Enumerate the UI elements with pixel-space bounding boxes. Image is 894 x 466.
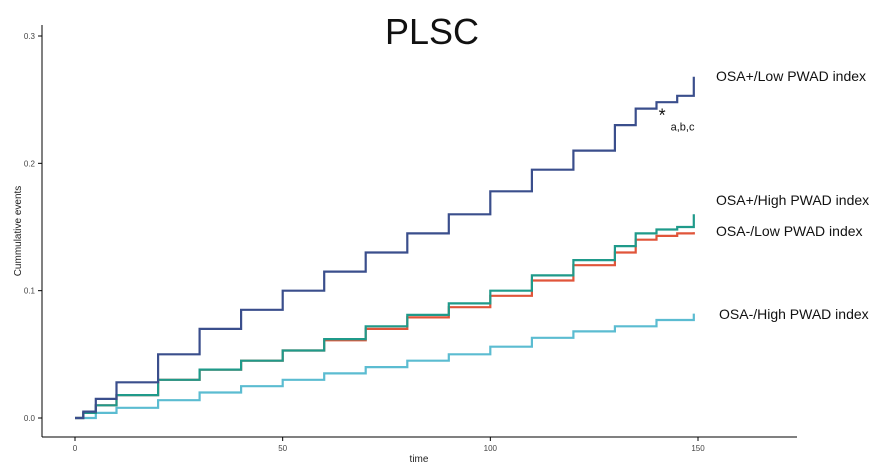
plot-area — [75, 76, 695, 420]
series-line — [75, 313, 695, 420]
series-line — [75, 76, 695, 420]
significance-star: * — [659, 105, 666, 125]
series-line — [75, 214, 695, 420]
chart-title: PLSC — [385, 11, 479, 52]
series-label: OSA+/Low PWAD index — [716, 68, 866, 84]
x-tick-label: 0 — [73, 444, 78, 453]
x-axis-title: time — [410, 454, 429, 465]
y-axis-title: Cummulative events — [13, 186, 24, 277]
y-tick-label: 0.3 — [24, 32, 36, 41]
significance-subscript: a,b,c — [671, 121, 695, 133]
significance-annotation: * a,b,c — [659, 105, 695, 133]
x-tick-label: 100 — [484, 444, 498, 453]
y-tick-label: 0.2 — [24, 159, 36, 168]
x-tick-label: 50 — [278, 444, 287, 453]
series-labels: OSA+/Low PWAD index OSA+/High PWAD index O… — [716, 68, 869, 322]
series-label: OSA-/Low PWAD index — [716, 223, 863, 239]
series-label: OSA+/High PWAD index — [716, 192, 869, 208]
y-axis-ticks: 0.0 0.1 0.2 0.3 — [24, 32, 42, 423]
x-tick-label: 150 — [691, 444, 705, 453]
y-tick-label: 0.1 — [24, 287, 36, 296]
y-tick-label: 0.0 — [24, 414, 36, 423]
series-label: OSA-/High PWAD index — [719, 306, 869, 322]
x-axis-ticks: 0 50 100 150 — [73, 437, 705, 453]
